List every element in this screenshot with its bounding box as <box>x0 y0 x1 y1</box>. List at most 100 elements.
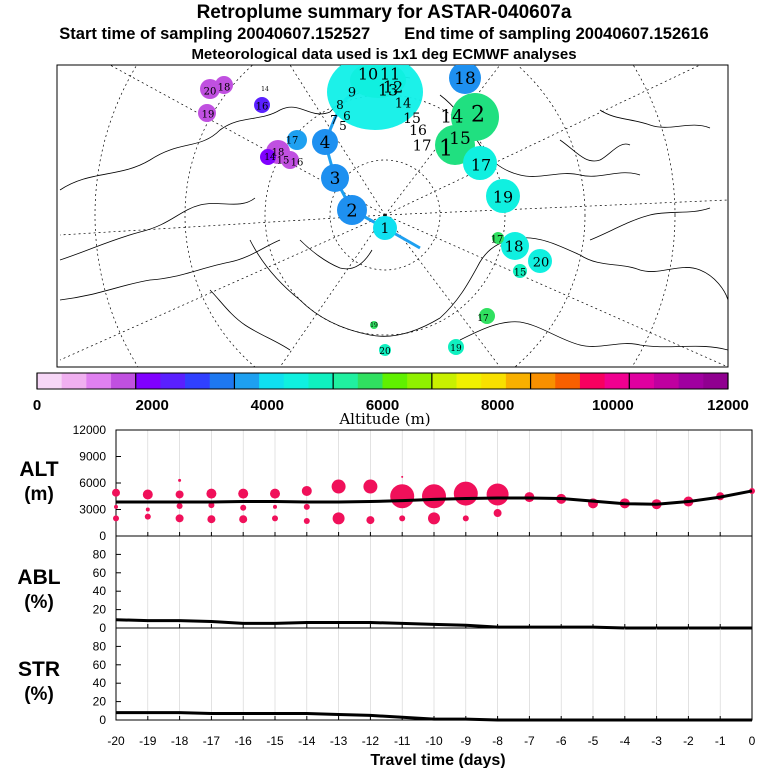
colorbar-swatch <box>333 373 359 389</box>
plume-label: 2 <box>346 200 357 221</box>
y-tick-label: 6000 <box>79 476 106 490</box>
coastline <box>209 289 291 351</box>
y-tick-label: 12000 <box>73 423 107 437</box>
y-tick-label: 40 <box>93 676 107 690</box>
colorbar-tick-label: 10000 <box>592 397 634 414</box>
y-tick-label: 80 <box>93 639 107 653</box>
plume-label: 18 <box>272 148 285 159</box>
plume-label: 15 <box>514 268 527 279</box>
colorbar-swatch <box>382 373 408 389</box>
coastline <box>599 109 711 129</box>
altitude-point <box>175 514 184 523</box>
altitude-point <box>142 489 153 500</box>
plume-label: 10 <box>358 65 378 84</box>
plume-label: 17 <box>477 314 489 324</box>
latitude-circle <box>184 65 586 367</box>
colorbar-swatch <box>283 373 309 389</box>
meridian <box>109 65 386 216</box>
plume-label: 19 <box>202 110 215 121</box>
plume-label: 15 <box>277 156 290 167</box>
coastline <box>589 207 711 241</box>
colorbar-tick-label: 12000 <box>707 397 749 414</box>
y-tick-label: 20 <box>93 695 107 709</box>
y-tick-label: 20 <box>93 603 107 617</box>
meridian <box>384 65 701 216</box>
colorbar-swatch <box>604 373 630 389</box>
x-tick-label: 0 <box>749 734 756 748</box>
y-tick-label: 60 <box>93 566 107 580</box>
colorbar-swatch <box>135 373 161 389</box>
sampling-times: Start time of sampling 20040607.152527 En… <box>0 25 768 44</box>
coastline <box>59 197 256 261</box>
plume-label: 18 <box>454 69 476 89</box>
plume-label: 17 <box>471 156 491 175</box>
colorbar-swatch <box>703 373 729 389</box>
plume-cluster <box>448 339 464 355</box>
plume-label: 14 <box>395 97 412 112</box>
altitude-point <box>145 507 150 512</box>
x-tick-label: -8 <box>492 734 503 748</box>
plume-cluster <box>486 179 520 213</box>
plume-cluster <box>373 216 397 240</box>
colorbar-swatch <box>555 373 581 389</box>
altitude-point <box>301 485 312 496</box>
plume-label: 18 <box>504 237 523 255</box>
colorbar-swatch <box>160 373 186 389</box>
plume-label: 17 <box>491 235 504 246</box>
colorbar-swatch <box>431 373 457 389</box>
plume-label: 16 <box>291 158 304 169</box>
plume-label: 9 <box>348 86 356 101</box>
colorbar-swatch <box>579 373 606 389</box>
altitude-point <box>422 484 446 509</box>
colorbar-swatch <box>234 373 260 389</box>
plume-label: 1 <box>381 221 390 237</box>
colorbar-swatch <box>653 373 680 389</box>
colorbar-tick-label: 2000 <box>135 397 168 414</box>
altitude-point <box>178 478 182 482</box>
x-tick-label: -13 <box>330 734 348 748</box>
plume-label: 17 <box>412 136 431 154</box>
y-axis-unit: (%) <box>24 592 54 613</box>
plume-label: 15 <box>449 129 471 149</box>
plume-cluster <box>312 129 338 155</box>
plume-label: 14 <box>264 153 276 163</box>
plume-label: 19 <box>493 188 513 207</box>
y-tick-label: 80 <box>93 547 107 561</box>
altitude-point <box>113 515 119 522</box>
colorbar-swatch <box>530 373 556 389</box>
colorbar-swatch <box>61 373 87 389</box>
y-tick-label: 40 <box>93 584 107 598</box>
colorbar-swatch <box>86 373 112 389</box>
page-title: Retroplume summary for ASTAR-040607a <box>196 2 572 23</box>
colorbar-swatch <box>37 373 63 389</box>
plume-label: 12 <box>383 78 403 97</box>
colorbar-swatch <box>629 373 655 389</box>
plume-cluster <box>463 146 497 180</box>
plume-cluster <box>321 164 349 192</box>
altitude-point <box>332 512 345 525</box>
plume-cluster <box>370 321 378 329</box>
altitude-point <box>331 479 346 494</box>
plume-label: 15 <box>403 111 421 127</box>
series-line <box>116 711 752 722</box>
plume-label: 18 <box>218 83 231 94</box>
altitude-point <box>273 504 277 509</box>
coastline <box>249 239 441 337</box>
colorbar-tick-label: 0 <box>33 397 41 414</box>
altitude-point <box>114 504 118 509</box>
altitude-point <box>144 513 151 520</box>
plume-cluster <box>198 104 216 122</box>
x-tick-label: -9 <box>460 734 471 748</box>
x-tick-label: -15 <box>266 734 284 748</box>
x-tick-label: -12 <box>362 734 380 748</box>
x-tick-label: -17 <box>203 734 221 748</box>
plume-label: 6 <box>343 109 351 123</box>
coastline <box>59 106 331 191</box>
colorbar-swatch <box>259 373 285 389</box>
plume-label: 16 <box>409 123 427 139</box>
plume-cluster <box>281 151 299 169</box>
y-axis-label: ALT <box>19 458 58 481</box>
altitude-point <box>207 515 216 524</box>
y-axis-unit: (%) <box>24 684 54 705</box>
